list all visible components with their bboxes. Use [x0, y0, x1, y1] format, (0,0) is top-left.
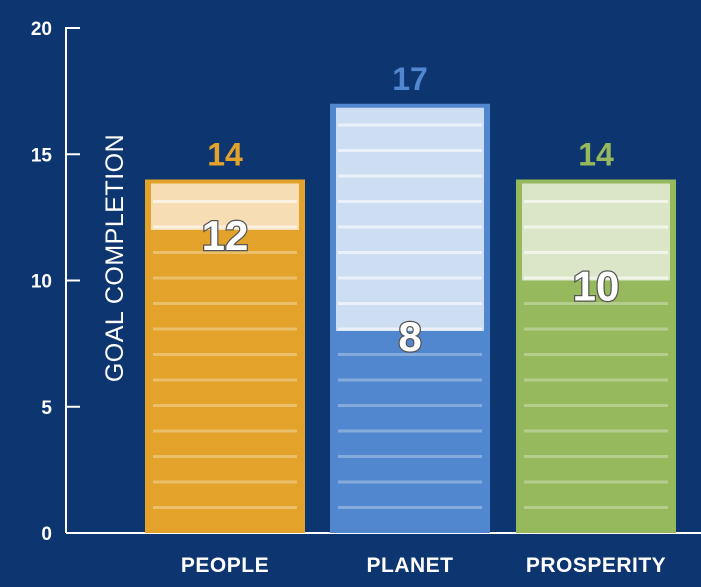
bar-stripe: [153, 429, 297, 433]
y-tick-label: 20: [31, 19, 52, 40]
bar-stripe: [524, 455, 668, 458]
bar-stripe: [153, 404, 297, 407]
y-tick-label: 10: [31, 272, 52, 293]
bar-stripe: [153, 353, 297, 356]
bar-stripe: [524, 302, 668, 305]
bar-stripe: [524, 404, 668, 407]
bar-stripe: [524, 276, 668, 280]
completed-value-label: 10: [573, 263, 620, 310]
completed-value-label: 12: [202, 212, 249, 259]
bar-stripe: [153, 455, 297, 458]
bar-stripe: [524, 378, 668, 382]
bar-stripe: [338, 251, 482, 254]
total-value-label: 14: [578, 137, 614, 173]
y-axis-label: GOAL COMPLETION: [101, 134, 129, 382]
category-label: PEOPLE: [181, 554, 269, 577]
bar-remaining: [336, 107, 484, 331]
bar-stripe: [338, 174, 482, 178]
bars: 14 12 PEOPLE 17 8 PLANET 14 10 PROSPERITY: [145, 61, 676, 577]
completed-value-label: 8: [398, 313, 421, 360]
bar-stripe: [338, 455, 482, 458]
bar-stripe: [524, 429, 668, 433]
bar-stripe: [524, 327, 668, 331]
bar-remaining: [151, 183, 299, 230]
bar-remaining: [522, 183, 670, 281]
bar-stripe: [338, 480, 482, 484]
y-tick-label: 5: [41, 398, 52, 419]
bar-stripe: [524, 353, 668, 356]
bar-stripe: [153, 200, 297, 203]
y-tick-label: 15: [31, 145, 53, 166]
y-tick-label: 0: [41, 524, 52, 545]
bar-stripe: [153, 225, 297, 229]
bar-stripe: [338, 276, 482, 280]
bar-stripe: [338, 327, 482, 331]
bar-stripe: [153, 378, 297, 382]
bar-stripe: [153, 251, 297, 254]
bar-stripe: [153, 302, 297, 305]
bar-stripe: [338, 506, 482, 509]
bar-stripe: [338, 200, 482, 203]
bar-stripe: [524, 506, 668, 509]
category-label: PLANET: [367, 554, 454, 577]
bar-stripe: [338, 353, 482, 356]
bar-group-people: 14 12 PEOPLE: [145, 137, 305, 577]
bar-stripe: [524, 480, 668, 484]
bar-stripe: [338, 378, 482, 382]
bar-stripe: [524, 225, 668, 229]
bar-stripe: [338, 302, 482, 305]
bar-total: [145, 179, 305, 533]
bar-stripe: [338, 123, 482, 127]
bar-stripe: [338, 149, 482, 152]
bar-stripe: [524, 200, 668, 203]
bar-stripe: [153, 327, 297, 331]
bar-stripe: [153, 276, 297, 280]
category-label: PROSPERITY: [526, 554, 666, 577]
bar-stripe: [338, 225, 482, 229]
bar-stripe: [153, 480, 297, 484]
total-value-label: 17: [392, 61, 428, 97]
bar-stripe: [153, 506, 297, 509]
bar-group-prosperity: 14 10 PROSPERITY: [516, 137, 676, 577]
bar-stripe: [338, 429, 482, 433]
total-value-label: 14: [207, 137, 243, 173]
bar-stripe: [338, 404, 482, 407]
bar-stripe: [524, 251, 668, 254]
bar-group-planet: 17 8 PLANET: [330, 61, 490, 577]
